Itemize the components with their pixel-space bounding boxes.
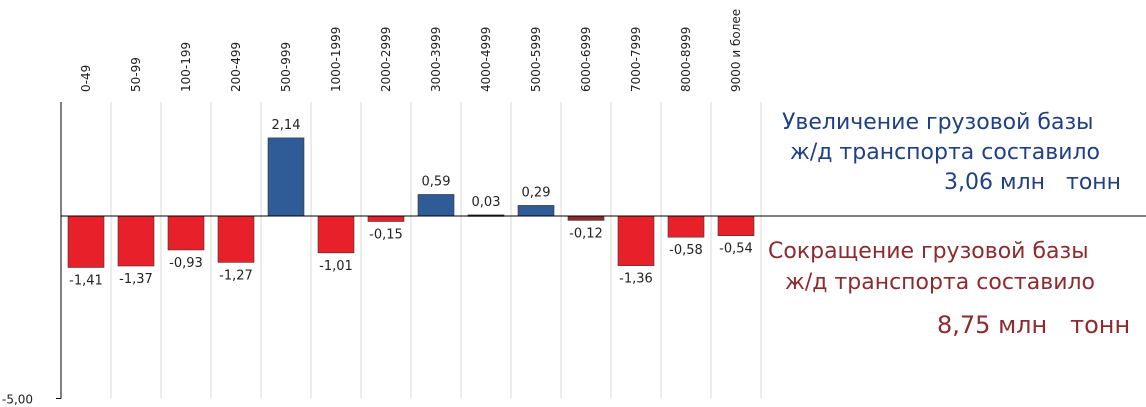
bar [167, 215, 205, 251]
category-label: 8000-8999 [679, 27, 693, 92]
bar [117, 215, 155, 267]
bar [417, 194, 455, 217]
category-label: 4000-4999 [479, 27, 493, 92]
category-label: 100-199 [179, 42, 193, 92]
category-label: 50-99 [129, 57, 143, 92]
decrease-annotation-amount: 8,75 млн тонн [937, 311, 1131, 339]
increase-annotation-amount: 3,06 млн тонн [944, 170, 1122, 195]
category-label: 7000-7999 [629, 27, 643, 92]
y-tick-label: -5,00 [2, 393, 33, 407]
bar [367, 215, 405, 222]
category-label: 200-499 [229, 42, 243, 92]
decrease-annotation-line-1: Сокращение грузовой базы [768, 239, 1089, 264]
data-label: -0,15 [369, 227, 403, 242]
data-label: 2,14 [272, 118, 301, 133]
bar [617, 215, 655, 266]
data-label: -1,36 [619, 272, 653, 287]
data-label: -1,27 [219, 268, 253, 283]
data-label: -1,01 [319, 259, 353, 274]
data-label: -0,54 [719, 242, 753, 257]
axes: -5,00 [2, 102, 1146, 407]
increase-annotation-line-1: Увеличение грузовой базы [782, 110, 1094, 135]
data-label: -1,41 [69, 273, 103, 288]
data-label: -0,58 [669, 243, 703, 258]
increase-annotation-line-2: ж/д транспорта составило [790, 140, 1101, 165]
bar [567, 215, 605, 221]
data-label: 0,59 [422, 174, 451, 189]
bar [717, 215, 755, 237]
category-label: 9000 и более [729, 9, 743, 92]
bar [317, 215, 355, 254]
category-label: 3000-3999 [429, 27, 443, 92]
data-label: -1,37 [119, 272, 153, 287]
decrease-annotation-line-2: ж/д транспорта составило [785, 270, 1096, 295]
category-label: 1000-1999 [329, 27, 343, 92]
category-labels: 0-49 50-99 100-199 200-499 500-999 1000-1999 2… [79, 9, 743, 92]
bar [517, 205, 555, 217]
category-label: 0-49 [79, 65, 93, 92]
category-label: 500-999 [279, 42, 293, 92]
bar [67, 215, 105, 268]
data-label: 0,29 [522, 185, 551, 200]
value-labels: -1,41 -1,37 -0,93 -1,27 2,14 -1,01 -0,15 0,59 0,… [69, 118, 753, 289]
data-label: -0,12 [569, 226, 603, 241]
category-label: 2000-2999 [379, 27, 393, 92]
category-label: 6000-6999 [579, 27, 593, 92]
gridlines [110, 102, 762, 399]
data-label: 0,03 [472, 195, 501, 210]
bar [217, 215, 255, 263]
bar [267, 137, 305, 217]
category-label: 5000-5999 [529, 27, 543, 92]
bar [667, 215, 705, 238]
data-label: -0,93 [169, 256, 203, 271]
